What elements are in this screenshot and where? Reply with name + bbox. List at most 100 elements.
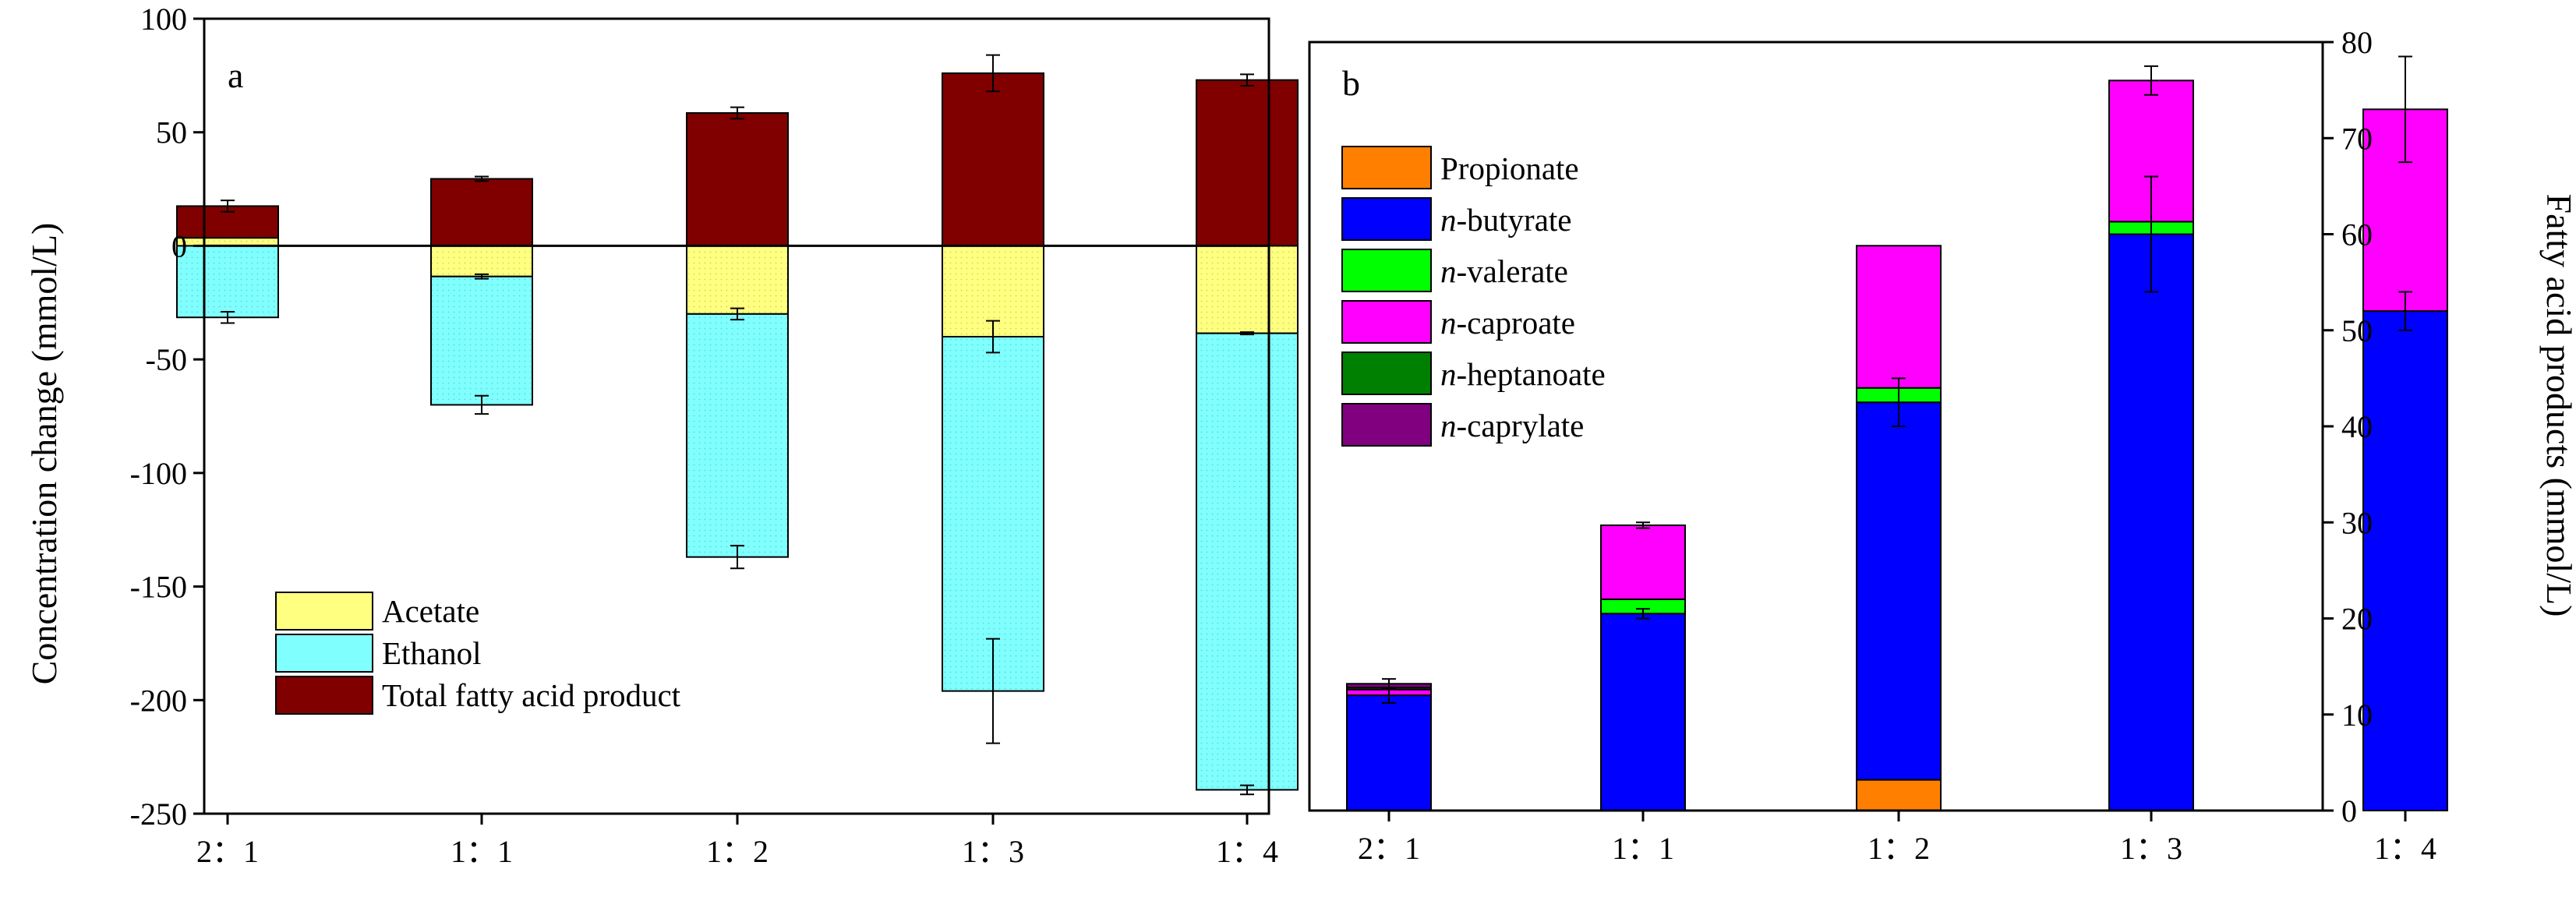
panel-b-error-bar-n-butyrate — [1636, 608, 1650, 620]
panel-a-bar-acetate-texture — [687, 246, 788, 314]
panel-b-bar-group — [1346, 678, 1432, 811]
panel-b-bar-group — [2362, 55, 2448, 812]
panel-a-bar-total-fatty-acid — [1196, 79, 1299, 247]
chart-panel-b: 0 10 20 30 40 50 60 70 80 2：1 1：1 1：2 1：3 1：4 b Fatt… — [1308, 25, 2576, 866]
panel-b-bar-n-caproate — [1856, 245, 1942, 389]
panel-a-x-tick-label: 1：3 — [962, 834, 1024, 869]
panel-b-bar-n-butyrate — [1600, 613, 1686, 812]
panel-a-bar-ethanol-texture — [1196, 333, 1298, 790]
panel-a-bar-group — [1196, 73, 1299, 796]
panel-b-x-tick-label: 1：2 — [1868, 831, 1930, 866]
panel-a-bar-acetate-texture — [177, 238, 278, 246]
panel-a-x-tick-label: 2：1 — [196, 834, 259, 869]
panel-b-y-tick-label: 0 — [2341, 793, 2357, 828]
panel-b-legend-item-n-valerate: n-valerate — [1341, 249, 1568, 292]
panel-b-bar-propionate — [1856, 779, 1942, 811]
panel-a-bar-ethanol-texture — [687, 313, 788, 557]
panel-b-error-bar-n-butyrate — [1892, 377, 1906, 427]
panel-a-error-bar-ethanol — [1240, 784, 1254, 796]
panel-a-legend-label: Ethanol — [382, 635, 482, 671]
panel-b-error-bar-n-caproate — [1636, 521, 1650, 529]
panel-a-error-bar-total — [986, 54, 1000, 93]
panel-b-legend-item-n-heptanoate: n-heptanoate — [1341, 352, 1606, 395]
panel-a-x-axis: 2：1 1：1 1：2 1：3 1：4 — [196, 814, 1278, 869]
panel-a-x-tick-label: 1：4 — [1216, 834, 1278, 869]
panel-a-y-axis-title: Concentration change (mmol/L) — [24, 223, 64, 685]
panel-a-legend-item-ethanol: Ethanol — [275, 634, 482, 673]
panel-b-bar-group — [1600, 521, 1686, 812]
panel-a-bar-ethanol-texture — [431, 276, 532, 405]
panel-a-bars — [176, 54, 1299, 796]
panel-a-letter: a — [228, 55, 243, 95]
panel-b-legend-swatch — [1341, 249, 1432, 292]
panel-a-y-tick-label: -50 — [146, 342, 187, 377]
panel-a-legend-swatch — [275, 676, 373, 715]
panel-a-bar-group — [430, 175, 533, 415]
panel-a-bar-group — [942, 54, 1044, 744]
panel-b-y-tick-label: 50 — [2341, 313, 2373, 348]
panel-a-legend-item-acetate: Acetate — [275, 592, 479, 631]
panel-a-error-bar-acetate — [730, 307, 744, 321]
panel-b-legend-item-n-butyrate: n-butyrate — [1341, 197, 1571, 241]
panel-a-bar-group — [686, 106, 789, 570]
panel-b-legend-swatch — [1341, 146, 1432, 189]
panel-b-error-bar-n-butyrate — [2398, 291, 2412, 331]
panel-b-x-tick-label: 2：1 — [1358, 831, 1420, 866]
panel-a-error-bar-total — [221, 200, 235, 213]
panel-b-y-axis-title: Fatty acid products (mmol/L) — [2539, 194, 2576, 617]
panel-a-error-bar-acetate — [986, 320, 1000, 354]
panel-b-y-tick-label: 30 — [2341, 505, 2373, 540]
panel-b-bars — [1346, 55, 2448, 812]
panel-b-y-tick-label: 40 — [2341, 409, 2373, 444]
panel-b-y-axis: 0 10 20 30 40 50 60 70 80 — [2323, 25, 2373, 828]
panel-b-y-tick-label: 20 — [2341, 602, 2373, 637]
panel-a-bar-ethanol-texture — [942, 337, 1044, 691]
panel-b-y-tick-label: 10 — [2341, 698, 2373, 733]
panel-b-legend-label: Propionate — [1440, 150, 1579, 186]
panel-a-legend-label: Acetate — [382, 593, 479, 629]
panel-b-x-axis: 2：1 1：1 1：2 1：3 1：4 — [1358, 811, 2436, 866]
panel-a-error-bar-ethanol — [986, 638, 1000, 744]
chart-panel-a: 100 50 0 -50 -100 -150 -200 -250 2：1 1：1 1：2 1：3 1：… — [24, 2, 1299, 869]
panel-a-error-bar-acetate — [1240, 331, 1254, 336]
panel-b-letter: b — [1342, 63, 1360, 103]
panel-b-legend-swatch — [1341, 300, 1432, 344]
panel-b-legend-item-n-caproate: n-caproate — [1341, 300, 1575, 344]
panel-b-legend-label: n-caprylate — [1440, 408, 1584, 443]
panel-b-error-bar-n-caproate — [2144, 65, 2158, 96]
panel-a-bar-total-fatty-acid — [430, 178, 533, 247]
panel-a-bar-ethanol-texture — [177, 246, 278, 318]
panel-b-x-tick-label: 1：1 — [1612, 831, 1674, 866]
panel-a-error-bar-ethanol — [221, 310, 235, 324]
panel-a-error-bar-ethanol — [475, 394, 489, 415]
panel-b-bar-n-butyrate — [1856, 401, 1942, 781]
panel-b-error-bar-n-butyrate — [2144, 175, 2158, 293]
panel-a-bar-acetate-texture — [431, 246, 532, 277]
panel-a-error-bar-acetate — [475, 273, 489, 280]
panel-a-legend-swatch — [275, 592, 373, 631]
panel-a-error-bar-total — [475, 175, 489, 182]
panel-a-legend-label: Total fatty acid product — [382, 677, 681, 713]
panel-b-x-tick-label: 1：3 — [2120, 831, 2182, 866]
panel-a-y-tick-label: 50 — [156, 115, 187, 150]
panel-a-x-tick-label: 1：1 — [451, 834, 513, 869]
panel-a-y-tick-label: -250 — [130, 797, 187, 832]
panel-a-bar-acetate-texture — [1196, 246, 1298, 334]
panel-a-y-tick-label: -100 — [130, 456, 187, 491]
panel-b-bar-n-butyrate — [1346, 694, 1432, 811]
panel-a-bar-total-fatty-acid — [686, 111, 789, 247]
panel-b-bar-n-butyrate — [2108, 233, 2194, 811]
panel-a-y-tick-label: 0 — [171, 228, 187, 263]
panel-b-legend-swatch — [1341, 352, 1432, 395]
panel-b-legend-label: n-butyrate — [1440, 202, 1571, 238]
panel-a-bar-group — [176, 200, 279, 324]
panel-b-legend-item-propionate: Propionate — [1341, 146, 1579, 189]
panel-a-bar-total-fatty-acid — [942, 72, 1044, 247]
panel-a-legend-swatch — [275, 634, 373, 673]
panel-b-legend-label: n-heptanoate — [1440, 356, 1606, 392]
panel-a-error-bar-total — [730, 106, 744, 120]
panel-b-x-tick-label: 1：4 — [2374, 831, 2436, 866]
panel-b-error-bar-n-caproate — [2398, 55, 2412, 164]
panel-a-legend-item-total-fatty-acid-product: Total fatty acid product — [275, 676, 681, 715]
